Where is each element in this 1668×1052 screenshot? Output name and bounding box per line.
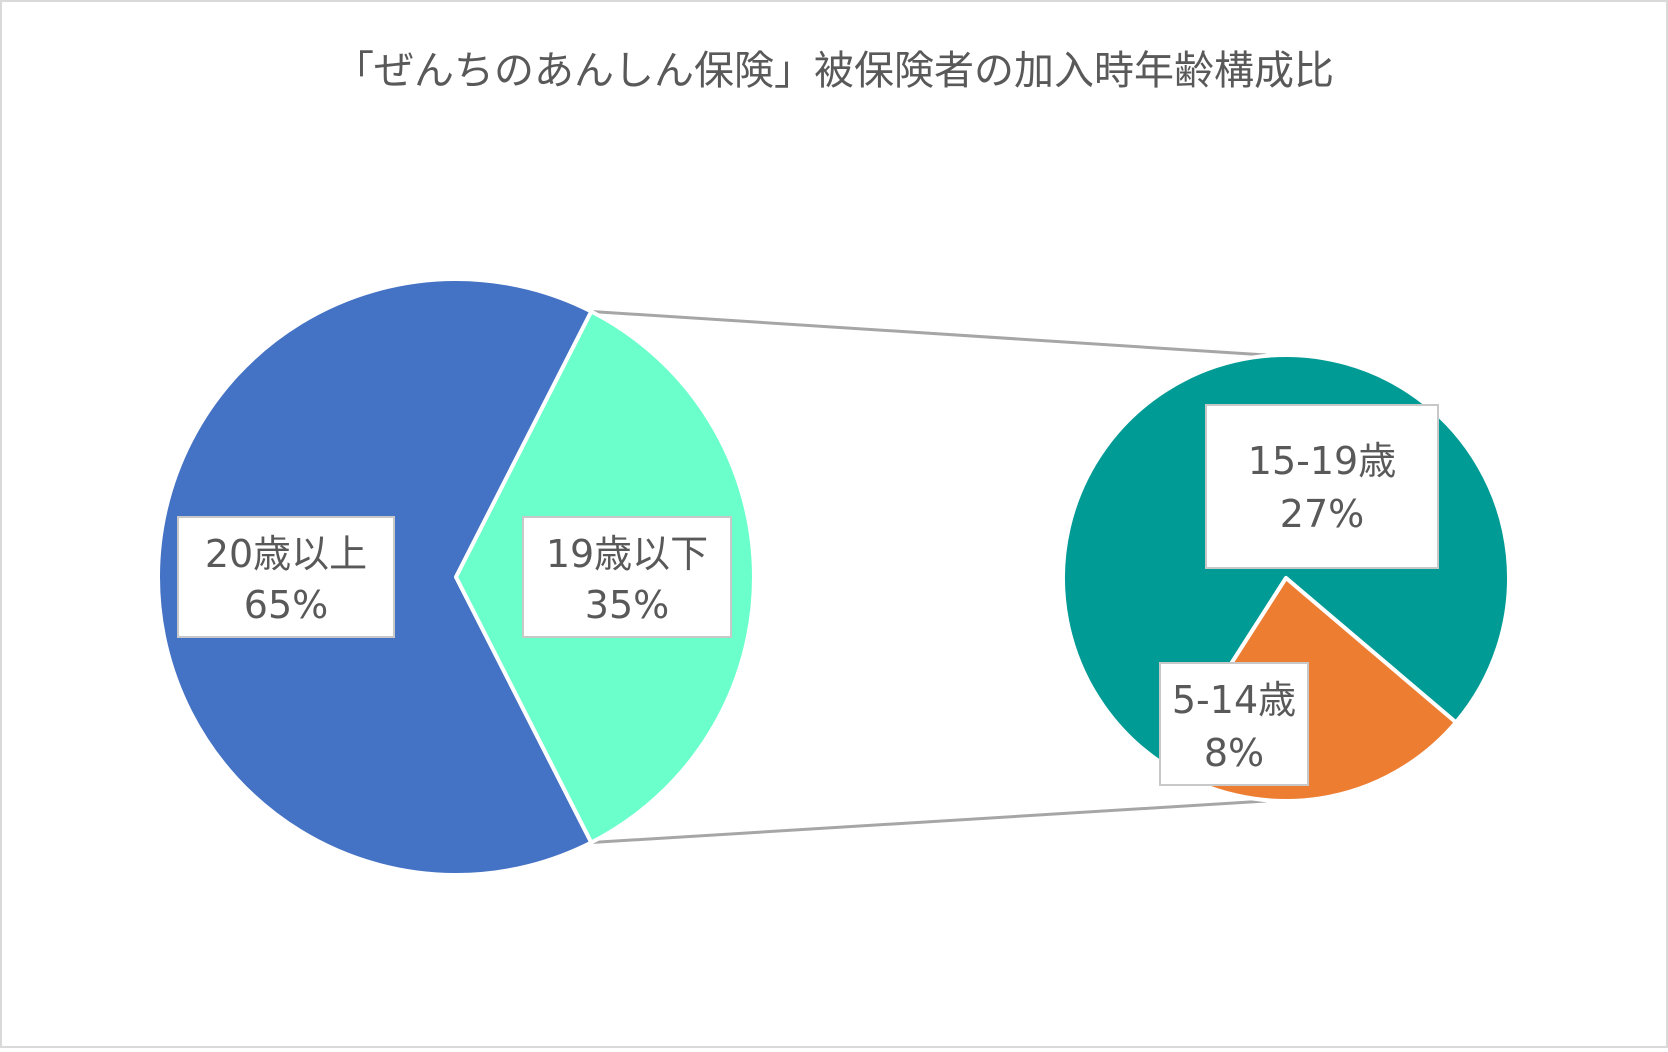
label-box [1205, 404, 1439, 569]
connector-line-top [591, 309, 1267, 357]
label-value: 27% [1280, 492, 1364, 536]
label-box [522, 516, 732, 638]
data-label-20-and-over: 20歳以上 65% [177, 516, 395, 638]
label-category: 15-19歳 [1248, 439, 1396, 483]
connector-lines [591, 309, 1267, 845]
label-value: 8% [1204, 731, 1264, 775]
label-category: 19歳以下 [546, 532, 708, 576]
data-label-5-14: 5-14歳 8% [1159, 662, 1309, 786]
label-value: 35% [585, 583, 669, 627]
data-label-15-19: 15-19歳 27% [1205, 404, 1439, 569]
label-category: 20歳以上 [205, 532, 367, 576]
label-box [177, 516, 395, 638]
connector-line-bottom [591, 799, 1267, 845]
label-value: 65% [244, 583, 328, 627]
data-labels: 20歳以上 65% 19歳以下 35% 15-19歳 27% 5-14歳 8% [177, 404, 1439, 786]
data-label-19-and-under: 19歳以下 35% [522, 516, 732, 638]
label-category: 5-14歳 [1172, 678, 1296, 722]
chart-title: 「ぜんちのあんしん保険」被保険者の加入時年齢構成比 [334, 48, 1334, 94]
label-box [1159, 662, 1309, 786]
